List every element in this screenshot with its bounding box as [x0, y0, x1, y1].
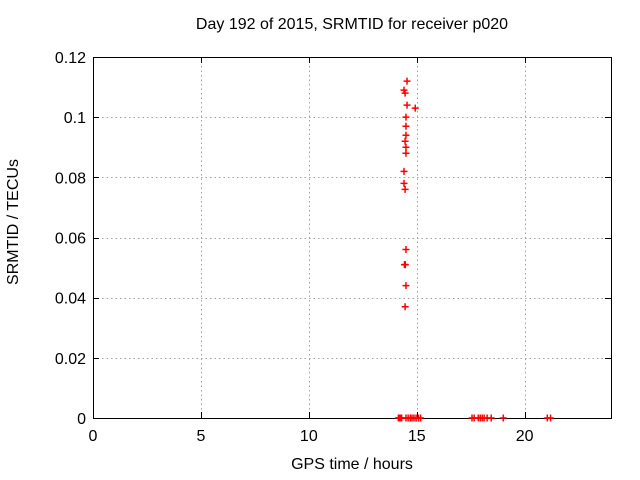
data-point-marker: [487, 414, 495, 422]
data-point-marker: [499, 414, 507, 422]
y-tick-label: 0.08: [55, 170, 86, 187]
x-tick-label: 15: [408, 428, 426, 445]
plot-frame: [93, 57, 612, 419]
x-axis-label: GPS time / hours: [291, 456, 413, 473]
data-point-marker: [402, 246, 410, 254]
data-point-marker: [401, 303, 409, 311]
data-point-marker: [402, 131, 410, 139]
data-point-marker: [400, 179, 408, 187]
data-point-marker: [402, 282, 410, 290]
data-point-marker: [402, 149, 410, 157]
data-point-marker: [402, 122, 410, 130]
y-tick-label: 0.1: [64, 110, 86, 127]
y-tick-label: 0.12: [55, 50, 86, 67]
data-point-marker: [547, 414, 555, 422]
data-point-marker: [401, 89, 409, 97]
x-tick-label: 10: [300, 428, 318, 445]
y-tick-label: 0.06: [55, 231, 86, 248]
data-point-marker: [411, 104, 419, 112]
data-point-marker: [417, 414, 425, 422]
x-tick-label: 20: [516, 428, 534, 445]
x-tick-label: 5: [196, 428, 205, 445]
data-point-marker: [402, 143, 410, 151]
y-tick-label: 0.02: [55, 351, 86, 368]
data-point-marker: [403, 77, 411, 85]
y-tick-label: 0: [77, 411, 86, 428]
data-point-marker: [401, 185, 409, 193]
data-point-marker: [403, 101, 411, 109]
y-tick-label: 0.04: [55, 291, 86, 308]
data-point-marker: [401, 261, 409, 269]
x-tick-label: 0: [89, 428, 98, 445]
data-point-marker: [402, 113, 410, 121]
data-point-marker: [401, 137, 409, 145]
data-point-marker: [400, 167, 408, 175]
chart-title: Day 192 of 2015, SRMTID for receiver p02…: [195, 16, 509, 33]
